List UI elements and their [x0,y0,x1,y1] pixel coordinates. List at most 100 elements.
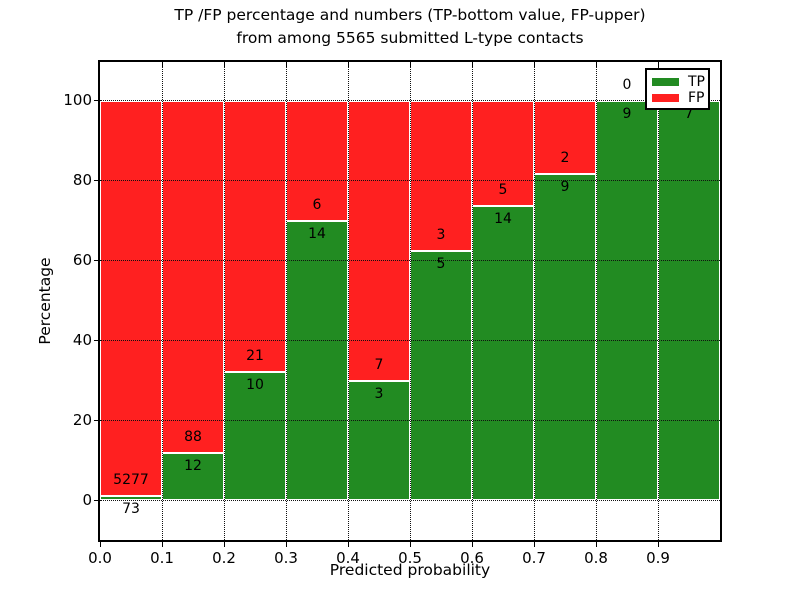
grid-line-vertical [224,62,225,540]
bar-segment-tp-0.6-0.7 [472,205,534,500]
annotation-fp-count: 3 [436,227,446,243]
x-tick [410,542,411,547]
x-tick-top [534,62,535,67]
x-tick [100,542,101,547]
x-tick-label: 0.7 [522,549,546,567]
grid-line-horizontal [100,180,720,181]
bar-segment-fp-0.2-0.3 [224,100,286,371]
bar-segment-tp-0.9-1.0 [658,100,720,500]
bar-segment-fp-0.0-0.1 [100,100,162,495]
x-tick [224,542,225,547]
y-tick-label: 80 [72,171,92,189]
annotation-fp-count: 0 [622,77,632,93]
chart-title-line1: TP /FP percentage and numbers (TP-bottom… [174,6,646,24]
grid-line-horizontal [100,260,720,261]
bar-segment-fp-0.5-0.6 [410,100,472,250]
annotation-fp-count: 5277 [113,471,149,488]
x-tick [658,542,659,547]
x-tick [596,542,597,547]
annotation-tp-count: 73 [122,500,140,517]
grid-line-vertical [472,62,473,540]
y-tick-label: 0 [82,491,92,509]
legend-label-tp: TP [688,74,705,90]
annotation-tp-count: 3 [374,386,384,402]
bar-segment-tp-0.3-0.4 [286,220,348,500]
legend-item-tp: TP [652,74,708,90]
bar-segment-fp-0.6-0.7 [472,100,534,206]
x-tick [534,542,535,547]
annotation-tp-count: 12 [184,458,202,474]
y-tick [94,100,99,101]
x-tick-top [162,62,163,67]
y-tick [94,260,99,261]
annotation-fp-count: 88 [184,429,202,445]
x-tick-label: 0.2 [212,549,236,567]
legend-swatch-fp-icon [652,94,679,102]
bar-segment-fp-0.1-0.2 [162,100,224,452]
x-tick-label: 0.6 [460,549,484,567]
grid-line-horizontal [100,340,720,341]
x-tick-top [596,62,597,67]
legend-label-fp: FP [688,90,705,106]
x-tick-label: 0.5 [398,549,422,567]
x-tick-top [658,62,659,67]
annotation-tp-count: 9 [560,178,570,195]
annotation-fp-count: 2 [560,149,570,166]
y-tick-label: 60 [72,251,92,269]
legend-swatch-tp-icon [652,78,679,86]
y-tick-label: 100 [63,91,92,109]
legend-item-fp: FP [652,90,708,106]
annotation-tp-count: 5 [436,256,446,272]
x-tick-label: 0.8 [584,549,608,567]
plot-area: 527773881221106147335514290907 TP FP [98,60,722,542]
x-tick-label: 0.9 [646,549,670,567]
bar-segment-fp-0.4-0.5 [348,100,410,380]
x-tick [472,542,473,547]
bar-segment-tp-0.0-0.1 [100,494,162,500]
x-tick [286,542,287,547]
annotation-tp-count: 7 [684,106,694,122]
annotation-tp-count: 9 [622,106,632,122]
x-tick-top [472,62,473,67]
y-tick [94,180,99,181]
annotation-tp-count: 14 [308,226,326,242]
grid-line-vertical [162,62,163,540]
x-tick-label: 0.1 [150,549,174,567]
legend: TP FP [645,68,710,110]
annotation-fp-count: 5 [498,182,508,199]
annotation-fp-count: 7 [374,357,384,373]
grid-line-vertical [286,62,287,540]
grid-line-horizontal [100,500,720,501]
annotation-tp-count: 14 [494,211,512,228]
bar-segment-tp-0.8-0.9 [596,100,658,500]
grid-line-vertical [534,62,535,540]
x-tick-label: 0.3 [274,549,298,567]
x-tick-top [410,62,411,67]
grid-line-vertical [410,62,411,540]
bar-segment-tp-0.7-0.8 [534,172,596,500]
bar-segment-tp-0.5-0.6 [410,250,472,500]
grid-line-vertical [596,62,597,540]
annotation-fp-count: 6 [312,197,322,213]
x-tick [162,542,163,547]
annotation-tp-count: 10 [246,376,264,393]
chart-title-line2: from among 5565 submitted L-type contact… [236,29,584,47]
y-tick-label: 20 [72,411,92,429]
grid-line-horizontal [100,100,720,101]
y-tick-label: 40 [72,331,92,349]
y-tick [94,500,99,501]
x-tick-top [348,62,349,67]
x-tick-label: 0.0 [88,549,112,567]
x-axis-label: Predicted probability [329,561,491,579]
x-tick [348,542,349,547]
y-tick [94,420,99,421]
x-tick-top [286,62,287,67]
annotation-fp-count: 21 [246,347,264,364]
x-tick-label: 0.4 [336,549,360,567]
grid-line-vertical [348,62,349,540]
x-tick-top [224,62,225,67]
chart-title: TP /FP percentage and numbers (TP-bottom… [10,4,800,50]
grid-line-horizontal [100,420,720,421]
grid-line-vertical [658,62,659,540]
